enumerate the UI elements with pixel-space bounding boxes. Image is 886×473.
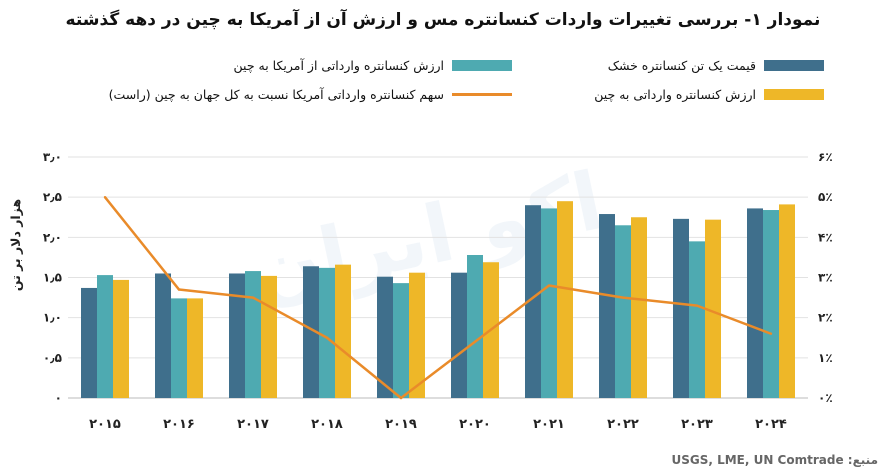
legend-label: ارزش کنسانتره وارداتی از آمریکا به چین [233,58,444,73]
bar [97,275,113,398]
bar [171,298,187,398]
bar [245,271,261,398]
line-point [103,195,107,199]
bar [673,218,689,398]
y-tick-label: ۰ [55,391,62,405]
bar [763,210,779,398]
y2-tick-label: ۳٪ [818,271,833,285]
bars [81,201,795,398]
bar [303,266,319,398]
y2-tick-label: ۵٪ [818,190,833,204]
x-tick-label: ۲۰۱۵ [89,417,121,432]
share-line [104,196,772,400]
legend-swatch [764,60,824,71]
line-point [251,296,255,299]
y2-tick-label: ۲٪ [818,311,833,325]
x-tick-label: ۲۰۱۸ [311,417,343,432]
legend-label: ارزش کنسانتره وارداتی به چین [594,87,756,102]
bar [779,204,795,398]
bar [81,287,97,398]
axes: ۰ ۰٫۵ ۱٫۰ ۱٫۵ ۲٫۰ ۲٫۵ ۳٫۰ ۰٪ ۱٪ ۲٪ ۳٪ ۴٪ ۵٪ ۶٪ ۲۰۱۵ ۲۰۱… [43,150,833,432]
x-tick-label: ۲۰۱۹ [385,417,417,432]
line-point [547,284,551,287]
y-tick-label: ۲٫۵ [43,190,62,204]
legend-label: سهم کنسانتره وارداتی آمریکا نسبت به کل ج… [108,87,444,102]
legend-item-us-import-value: ارزش کنسانتره وارداتی از آمریکا به چین [234,58,512,73]
bar [155,273,171,398]
bar [113,279,129,398]
line-point [769,332,773,335]
bar [541,208,557,398]
bar [335,264,351,398]
bar [319,267,335,398]
line-point [621,296,625,299]
x-tick-label: ۲۰۲۴ [755,417,787,432]
bar [557,201,573,398]
bar [377,276,393,398]
y2-tick-label: ۰٪ [818,391,833,405]
legend-item-dry-concentrate-price: قیمت یک تن کنسانتره خشک [608,58,824,73]
legend-swatch [764,89,824,100]
bar [631,217,647,398]
y2-tick-label: ۶٪ [818,150,833,164]
legend-label: قیمت یک تن کنسانتره خشک [607,58,756,73]
x-tick-label: ۲۰۲۲ [607,417,639,432]
bar [409,272,425,398]
x-tick-label: ۲۰۱۶ [163,417,195,432]
bar [393,283,409,398]
bar [467,255,483,398]
bar [599,214,615,398]
y-tick-label: ۲٫۰ [43,230,62,244]
line-point [695,304,699,307]
bar [451,272,467,398]
y-tick-label: ۱٫۵ [43,271,62,285]
source-note: منبع: USGS, LME, UN Comtrade [671,453,878,467]
legend-swatch [452,60,512,71]
y-tick-label: ۳٫۰ [43,150,62,164]
y-tick-label: ۱٫۰ [43,311,62,325]
line-series [103,195,773,400]
x-tick-label: ۲۰۲۰ [459,417,491,432]
legend-item-china-import-value: ارزش کنسانتره وارداتی به چین [594,87,824,102]
bar [187,298,203,398]
bar [229,273,245,398]
chart-title: نمودار ۱- بررسی تغییرات واردات کنسانتره … [65,10,821,30]
bar [261,275,277,398]
line-point [177,288,181,291]
y-axis-label: هزار دلار بر تن [8,199,23,291]
bar [689,241,705,398]
x-tick-label: ۲۰۲۳ [681,417,713,432]
bar [615,225,631,398]
y-tick-label: ۰٫۵ [43,351,62,365]
legend-swatch [452,93,512,96]
bar [747,208,763,398]
x-tick-label: ۲۰۱۷ [237,417,269,432]
y2-tick-label: ۴٪ [818,230,833,244]
line-point [473,340,477,343]
bar [705,219,721,398]
x-tick-label: ۲۰۲۱ [533,417,565,432]
bar [525,205,541,398]
y2-tick-label: ۱٪ [818,351,833,365]
legend-item-us-share-line: سهم کنسانتره وارداتی آمریکا نسبت به کل ج… [109,87,512,102]
line-point [399,396,403,400]
line-point [325,336,329,339]
